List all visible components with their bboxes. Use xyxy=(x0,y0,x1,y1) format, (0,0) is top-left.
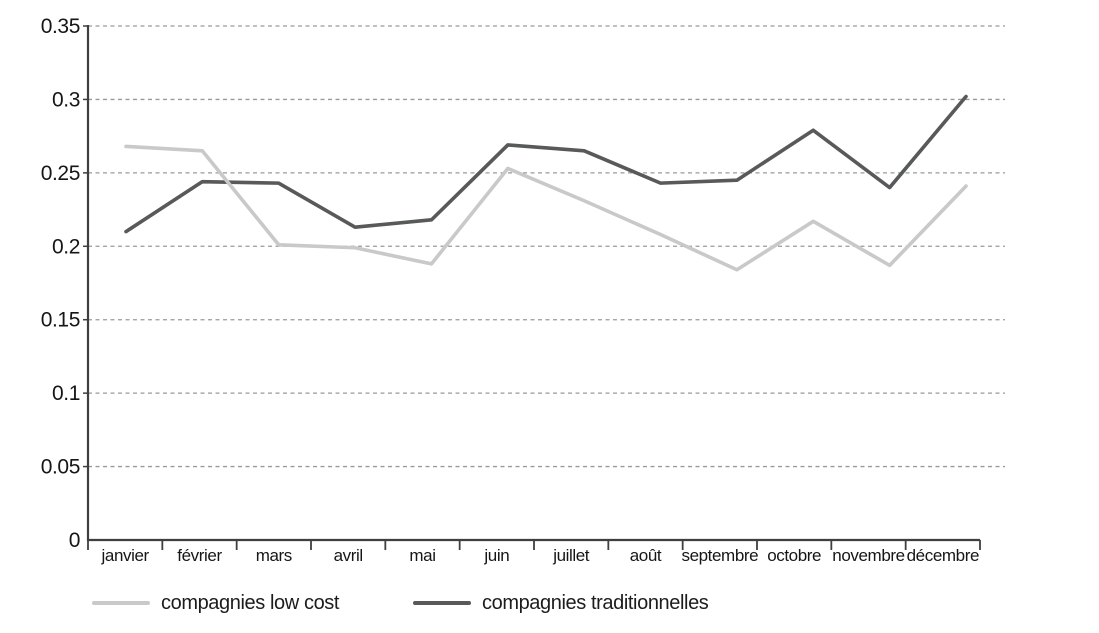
y-axis-tick-label: 0.1 xyxy=(52,382,80,405)
legend-label-low-cost: compagnies low cost xyxy=(161,591,340,614)
legend-line-swatch-low-cost xyxy=(92,601,150,605)
x-axis-month-label: avril xyxy=(334,546,363,565)
x-axis-month-label: septembre xyxy=(681,546,758,565)
legend-line-swatch-traditionnelles xyxy=(413,601,471,605)
line-chart-plot: 0 0.05 0.1 0.15 0.2 0.25 0.3 0.35 janvier février… xyxy=(41,15,1005,565)
x-axis-month-label: décembre xyxy=(907,546,979,565)
x-axis-month-label: mai xyxy=(409,546,435,565)
y-axis-tick-label: 0 xyxy=(69,529,80,552)
y-axis-tick-label: 0.05 xyxy=(41,456,80,479)
legend-label-traditionnelles: compagnies traditionnelles xyxy=(482,591,709,614)
series-line-compagnies-low-cost xyxy=(124,144,968,272)
chart-legend: compagnies low cost compagnies tradition… xyxy=(92,590,992,616)
y-axis-tick-label: 0.15 xyxy=(41,309,80,332)
x-axis-month-label: août xyxy=(630,546,662,565)
series-line-compagnies-traditionnelles xyxy=(124,94,968,234)
y-axis-tick-label: 0.25 xyxy=(41,162,80,185)
x-axis-month-label: juillet xyxy=(552,546,590,565)
legend-item-traditionnelles: compagnies traditionnelles xyxy=(413,590,709,616)
x-axis-month-label: janvier xyxy=(101,546,150,565)
legend-item-low-cost: compagnies low cost xyxy=(92,590,339,616)
y-axis-tick-label: 0.3 xyxy=(52,88,80,111)
y-axis-tick-label: 0.35 xyxy=(41,15,80,38)
x-axis-month-label: février xyxy=(177,546,222,565)
y-axis-tick-label: 0.2 xyxy=(52,235,80,258)
x-axis-month-label: octobre xyxy=(767,546,821,565)
x-axis-month-label: juin xyxy=(483,546,509,565)
x-axis-month-label: mars xyxy=(256,546,292,565)
x-axis-month-label: novembre xyxy=(832,546,904,565)
